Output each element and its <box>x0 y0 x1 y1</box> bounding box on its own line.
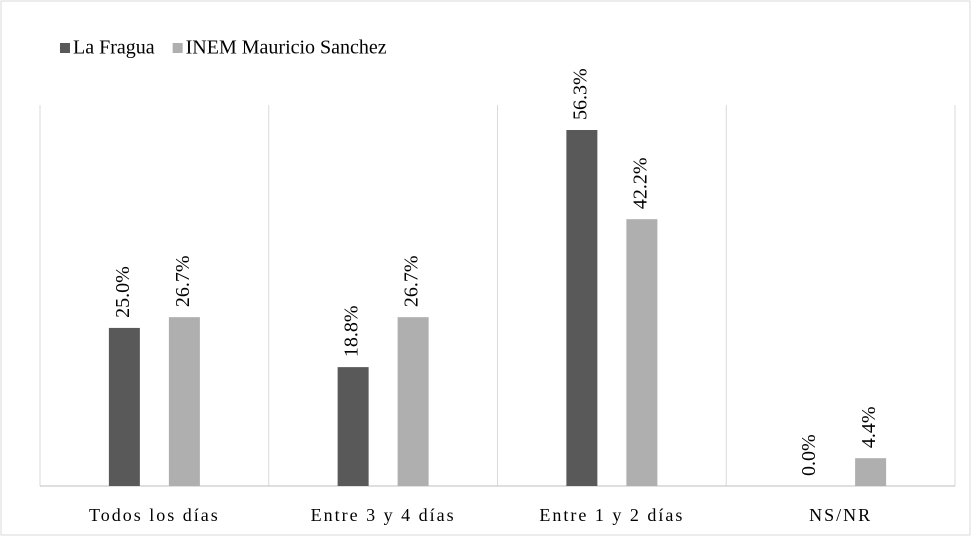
data-label: 0.0% <box>798 434 820 476</box>
bar <box>108 327 140 486</box>
data-label: 56.3% <box>569 68 591 120</box>
bar <box>337 367 369 486</box>
data-label: 25.0% <box>112 266 134 318</box>
bar <box>397 317 429 486</box>
x-tick-label: Entre 3 y 4 días <box>311 505 456 525</box>
legend-swatch <box>172 43 183 53</box>
data-label: 26.7% <box>172 255 194 307</box>
x-tick-label: Entre 1 y 2 días <box>539 505 684 525</box>
x-tick-label: Todos los días <box>89 505 220 525</box>
data-label: 26.7% <box>401 255 423 307</box>
legend-label: La Fragua <box>73 37 155 59</box>
legend-swatch <box>60 43 70 53</box>
bar <box>855 458 887 486</box>
bar <box>626 219 658 486</box>
data-label: 18.8% <box>341 305 363 357</box>
bar <box>566 130 598 486</box>
data-label: 4.4% <box>858 407 880 449</box>
legend-label: INEM Mauricio Sanchez <box>186 37 387 59</box>
data-label: 42.2% <box>629 157 651 209</box>
x-tick-label: NS/NR <box>809 505 872 525</box>
bar <box>168 317 200 486</box>
